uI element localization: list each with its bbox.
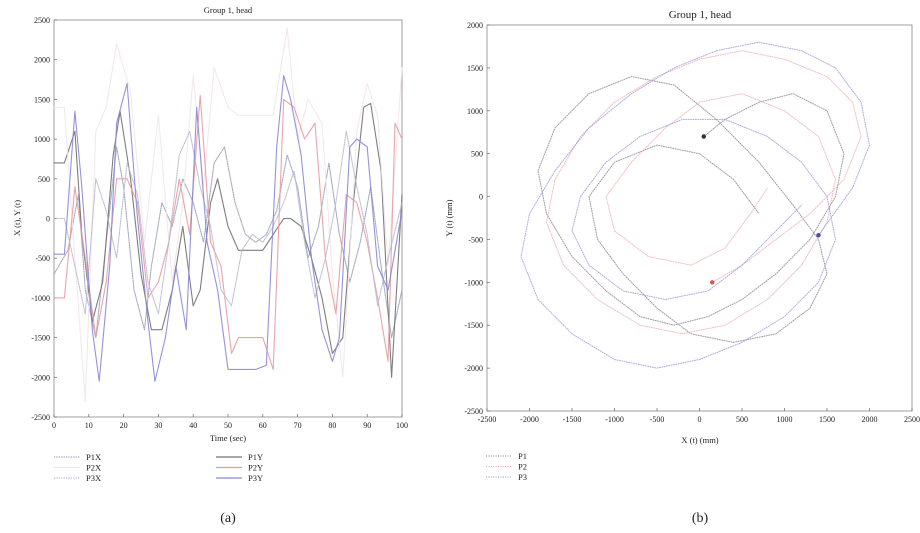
a-series-line-p2x	[53, 27, 403, 402]
a-legend-label: P3X	[86, 473, 101, 483]
b-x-tick-label: 2500	[904, 415, 920, 424]
b-legend-label: P1	[518, 451, 527, 461]
a-y-tick-label: 2000	[34, 56, 50, 65]
a-legend-label: P1Y	[248, 452, 263, 462]
a-y-tick-label: 1000	[34, 135, 50, 144]
panel-a: Group 1, head 25002000150010005000-500-1…	[12, 5, 408, 526]
chart-a-x-axis-title: Time (sec)	[210, 433, 246, 443]
chart-a-title: Group 1, head	[204, 5, 253, 15]
chart-a-legend: P1X P1Y P2X P2Y P3X P3Y	[54, 452, 263, 483]
b-x-tick-label: 2000	[862, 415, 878, 424]
chart-b-y-axis-title: Y (t) (mm)	[444, 199, 454, 236]
a-legend-label: P3Y	[248, 473, 263, 483]
a-y-tick-label: 500	[38, 175, 50, 184]
b-legend-label: P3	[518, 472, 527, 482]
b-series-line-p2	[546, 50, 862, 335]
b-x-tick-label: -2500	[478, 415, 497, 424]
a-y-tick-label: -1000	[31, 294, 50, 303]
a-y-tick-label: -2000	[31, 373, 50, 382]
b-legend-label: P2	[518, 462, 527, 472]
a-legend-label: P2Y	[248, 463, 263, 473]
a-legend-label: P2X	[86, 463, 101, 473]
a-y-tick-label: -500	[35, 254, 50, 263]
a-x-tick-label: 80	[328, 421, 336, 430]
b-x-tick-label: -1500	[563, 415, 582, 424]
chart-a-y-axis-title: X (t), Y (t)	[12, 200, 22, 236]
b-y-tick-label: -1000	[464, 278, 483, 287]
a-series-line-p3x	[53, 130, 403, 315]
b-y-tick-label: -500	[468, 235, 483, 244]
panel-a-label: (a)	[220, 511, 236, 526]
a-x-tick-label: 70	[294, 421, 302, 430]
b-series-line-p1	[537, 76, 845, 343]
b-x-tick-label: 1000	[777, 415, 793, 424]
b-x-tick-label: -1000	[605, 415, 624, 424]
a-y-tick-label: 2500	[34, 16, 50, 25]
b-y-tick-label: 1000	[467, 107, 483, 116]
b-y-tick-label: 1500	[467, 64, 483, 73]
b-y-tick-label: -2500	[464, 407, 483, 416]
b-y-tick-label: -2000	[464, 364, 483, 373]
chart-a-x-ticks: 0 10 20 30 40 50 60 70 80 90 100	[52, 414, 408, 430]
chart-b-series	[520, 41, 870, 369]
chart-a-series	[53, 27, 403, 402]
a-x-tick-label: 90	[363, 421, 371, 430]
b-y-tick-label: 2000	[467, 21, 483, 30]
a-x-tick-label: 20	[120, 421, 128, 430]
chart-b-y-ticks: 2000 1500 1000 500 0 -500 -1000 -1500 -2000 -2500	[464, 21, 490, 416]
b-y-tick-label: 500	[471, 150, 483, 159]
b-x-tick-label: 1500	[819, 415, 835, 424]
b-x-tick-label: 500	[736, 415, 748, 424]
chart-b-x-ticks: -2500 -2000 -1500 -1000 -500 0 500 1000 1500 2000…	[478, 408, 920, 424]
b-start-marker-p1	[701, 134, 706, 139]
a-y-tick-label: -2500	[31, 413, 50, 422]
a-x-tick-label: 100	[396, 421, 408, 430]
a-x-tick-label: 0	[52, 421, 56, 430]
panel-b: Group 1, head 2000150010005000-500-1000-…	[444, 9, 920, 526]
b-y-tick-label: -1500	[464, 321, 483, 330]
a-series-line-p2y	[53, 94, 403, 370]
a-series-line-p1y	[53, 102, 403, 378]
chart-a-y-ticks: 2500 2000 1500 1000 500 0 -500 -1000 -1500 -2000 -…	[31, 16, 57, 422]
b-x-tick-label: 0	[698, 415, 702, 424]
b-start-marker-p2	[710, 280, 715, 285]
a-y-tick-label: 1500	[34, 95, 50, 104]
a-legend-label: P1X	[86, 452, 101, 462]
a-x-tick-label: 30	[154, 421, 162, 430]
b-x-tick-label: -2000	[520, 415, 539, 424]
a-x-tick-label: 40	[189, 421, 197, 430]
b-y-tick-label: 0	[479, 193, 483, 202]
b-series-line-p3	[520, 41, 870, 369]
b-x-tick-label: -500	[650, 415, 665, 424]
a-y-tick-label: 0	[46, 215, 50, 224]
a-x-tick-label: 60	[259, 421, 267, 430]
panel-b-label: (b)	[692, 511, 709, 526]
chart-a-plot-frame	[53, 19, 403, 418]
b-start-marker-p3	[816, 232, 821, 238]
chart-b-x-axis-title: X (t) (mm)	[681, 435, 718, 445]
a-x-tick-label: 50	[224, 421, 232, 430]
chart-b-plot-frame	[486, 24, 913, 412]
a-series-line-p1x	[53, 146, 403, 339]
chart-b-title: Group 1, head	[669, 9, 732, 21]
a-y-tick-label: -1500	[31, 334, 50, 343]
a-series-line-p3y	[53, 75, 403, 382]
a-x-tick-label: 10	[85, 421, 93, 430]
